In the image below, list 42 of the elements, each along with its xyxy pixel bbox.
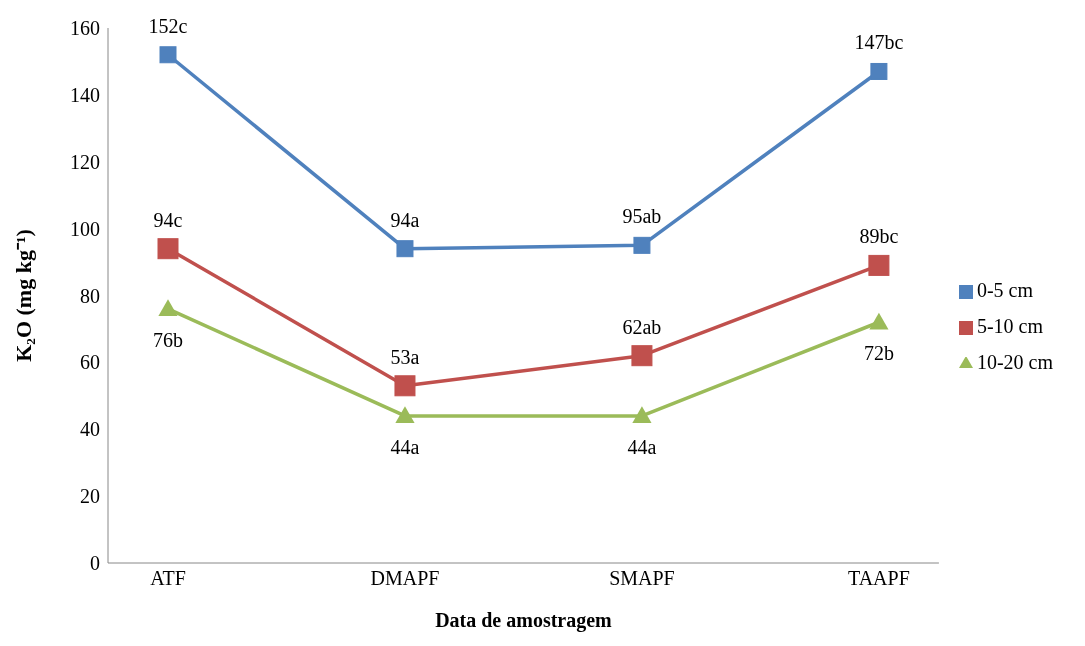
legend-label: 5-10 cm [976, 314, 1043, 337]
y-axis-title: K₂O (mg kg⁻¹) [10, 229, 36, 362]
y-tick-label: 120 [70, 150, 100, 173]
y-tick-label: 80 [80, 284, 100, 307]
x-axis-title: Data de amostragem [435, 609, 613, 633]
point [394, 375, 416, 397]
point [633, 236, 651, 254]
x-tick-label: SMAPF [609, 567, 675, 590]
x-tick-label: TAAPF [848, 567, 910, 590]
data-label: 44a [390, 435, 420, 458]
legend-label: 10-20 cm [976, 350, 1053, 373]
point [632, 406, 652, 424]
y-tick-label: 140 [70, 83, 100, 106]
legend-label: 0-5 cm [976, 278, 1033, 301]
point [631, 345, 653, 367]
data-label: 147bc [854, 31, 904, 54]
x-tick-label: ATF [150, 567, 186, 590]
point [869, 312, 889, 330]
y-tick-label: 0 [90, 552, 100, 575]
y-tick-label: 100 [70, 217, 100, 240]
point [158, 299, 178, 317]
y-tick-label: 40 [80, 418, 100, 441]
data-label: 76b [153, 328, 183, 351]
point [395, 406, 415, 424]
point [159, 46, 177, 64]
data-label: 53a [390, 345, 420, 368]
data-label: 72b [863, 342, 894, 365]
point [868, 254, 890, 276]
y-tick-label: 60 [80, 351, 100, 374]
point [870, 62, 888, 80]
x-tick-label: DMAPF [370, 567, 440, 590]
point [157, 238, 179, 260]
data-label: 95ab [622, 205, 662, 228]
data-label: 44a [627, 435, 657, 458]
data-label: 94a [390, 208, 420, 231]
y-tick-label: 20 [80, 485, 100, 508]
data-label: 152c [148, 14, 188, 37]
data-label: 62ab [622, 315, 662, 338]
y-tick-label: 160 [70, 17, 100, 40]
data-label: 89bc [859, 225, 899, 248]
point [396, 240, 414, 258]
data-label: 94c [153, 208, 183, 231]
